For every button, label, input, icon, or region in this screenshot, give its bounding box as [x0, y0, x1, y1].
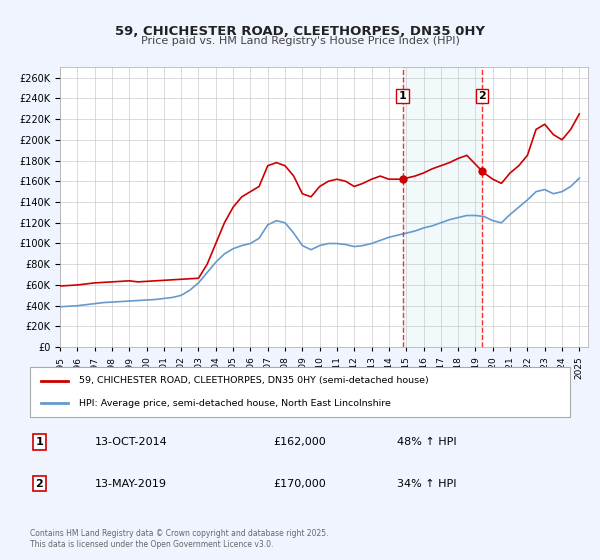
FancyBboxPatch shape: [30, 367, 570, 417]
Text: 13-OCT-2014: 13-OCT-2014: [95, 437, 167, 447]
Text: Contains HM Land Registry data © Crown copyright and database right 2025.
This d: Contains HM Land Registry data © Crown c…: [30, 529, 329, 549]
Text: 59, CHICHESTER ROAD, CLEETHORPES, DN35 0HY: 59, CHICHESTER ROAD, CLEETHORPES, DN35 0…: [115, 25, 485, 38]
Text: 13-MAY-2019: 13-MAY-2019: [95, 479, 167, 488]
Text: 59, CHICHESTER ROAD, CLEETHORPES, DN35 0HY (semi-detached house): 59, CHICHESTER ROAD, CLEETHORPES, DN35 0…: [79, 376, 428, 385]
Text: Price paid vs. HM Land Registry's House Price Index (HPI): Price paid vs. HM Land Registry's House …: [140, 36, 460, 46]
Text: HPI: Average price, semi-detached house, North East Lincolnshire: HPI: Average price, semi-detached house,…: [79, 399, 391, 408]
Bar: [403, 67, 482, 347]
Text: £170,000: £170,000: [273, 479, 326, 488]
Text: 1: 1: [399, 91, 406, 101]
Text: 48% ↑ HPI: 48% ↑ HPI: [397, 437, 457, 447]
Text: 2: 2: [35, 479, 43, 488]
Text: 2: 2: [478, 91, 486, 101]
Text: 34% ↑ HPI: 34% ↑ HPI: [397, 479, 457, 488]
Text: £162,000: £162,000: [273, 437, 326, 447]
Text: 1: 1: [35, 437, 43, 447]
